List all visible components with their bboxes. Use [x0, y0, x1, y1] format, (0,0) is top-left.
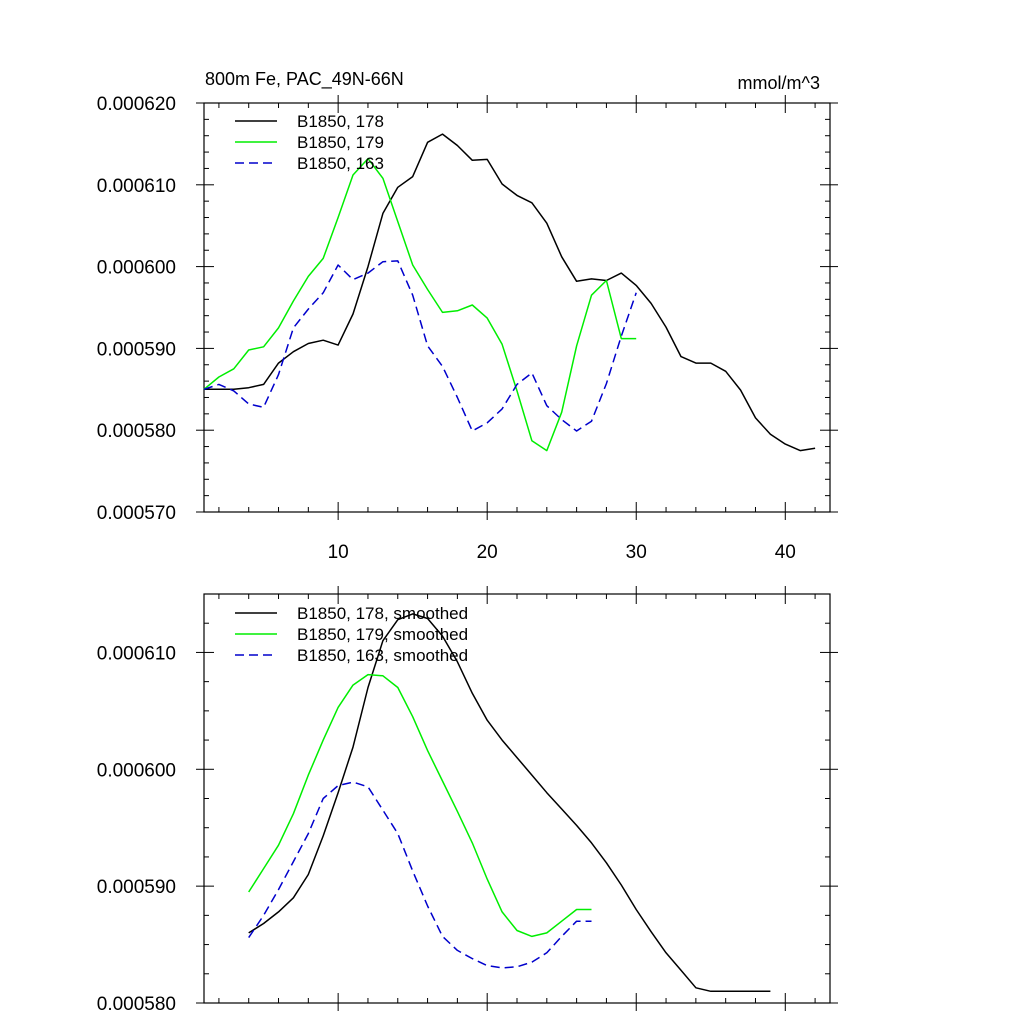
- x-tick-label: 20: [477, 542, 498, 563]
- y-tick-label: 0.000590: [97, 877, 176, 898]
- series-line-1: [204, 133, 816, 452]
- series-line-3: [248, 781, 592, 969]
- y-tick-label: 0.000590: [97, 339, 176, 360]
- legend-label: B1850, 179, smoothed: [297, 625, 468, 644]
- y-tick-label: 0.000610: [97, 643, 176, 664]
- legend-label: B1850, 178: [297, 112, 384, 131]
- y-tick-label: 0.000580: [97, 994, 176, 1015]
- y-tick-label: 0.000600: [97, 760, 176, 781]
- top-panel: 10 20 30 40 0.000570 0.000580 0.000590 0.000600…: [97, 69, 838, 563]
- x-tick-label: 10: [328, 542, 349, 563]
- legend-label: B1850, 163: [297, 154, 384, 173]
- bottom-panel: 0.000580 0.000590 0.000600 0.000610 B1850, 1…: [97, 586, 838, 1015]
- series-line-2: [203, 157, 637, 452]
- x-tick-label: 40: [775, 542, 796, 563]
- chart-units-label: mmol/m^3: [738, 73, 820, 93]
- y-tick-label: 0.000620: [97, 94, 176, 115]
- legend-label: B1850, 179: [297, 133, 384, 152]
- x-tick-label: 30: [626, 542, 647, 563]
- y-tick-label: 0.000580: [97, 421, 176, 442]
- series-line-1: [248, 613, 771, 993]
- legend-label: B1850, 178, smoothed: [297, 604, 468, 623]
- legend-label: B1850, 163, smoothed: [297, 646, 468, 665]
- series-line-3: [203, 260, 637, 432]
- y-tick-label: 0.000600: [97, 258, 176, 279]
- y-tick-label: 0.000610: [97, 176, 176, 197]
- y-tick-label: 0.000570: [97, 503, 176, 524]
- chart-title-left: 800m Fe, PAC_49N-66N: [205, 69, 404, 90]
- series-line-2: [248, 673, 592, 938]
